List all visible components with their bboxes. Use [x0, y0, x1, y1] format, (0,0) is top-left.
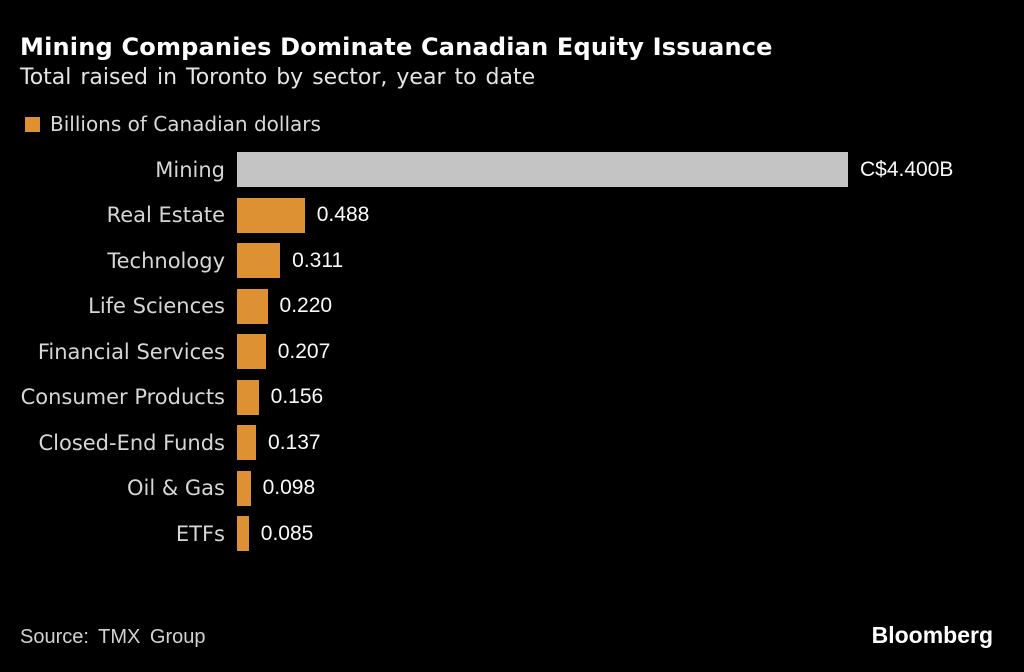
bar-row-financial-services: Financial Services 0.207 — [0, 329, 1024, 375]
value-label: 0.207 — [277, 339, 331, 363]
category-label: Life Sciences — [88, 294, 225, 319]
bar-real-estate — [237, 197, 305, 233]
category-label: Closed-End Funds — [38, 430, 225, 455]
value-label: 0.085 — [260, 521, 314, 545]
bar-financial-services — [237, 334, 266, 370]
bar-closed-end-funds — [237, 425, 257, 461]
category-label: Consumer Products — [20, 385, 225, 410]
bar-chart: Mining C$4.400B Real Estate 0.488 Technology… — [0, 147, 1024, 557]
bar-etfs — [237, 516, 249, 552]
legend-swatch-icon — [25, 116, 40, 132]
bar-life-sciences — [237, 288, 268, 324]
source-note: Source: TMX Group — [20, 626, 206, 648]
category-label: Financial Services — [37, 339, 225, 364]
value-label: 0.488 — [316, 203, 370, 227]
bar-row-technology: Technology 0.311 — [0, 238, 1024, 284]
legend: Billions of Canadian dollars — [25, 112, 321, 136]
chart-title: Mining Companies Dominate Canadian Equit… — [20, 33, 773, 61]
bar-consumer-products — [237, 379, 259, 415]
bar-mining — [237, 152, 848, 188]
bar-oil-gas — [237, 470, 251, 506]
chart-subtitle: Total raised in Toronto by sector, year … — [20, 65, 536, 90]
category-label: Mining — [155, 157, 225, 182]
bar-row-closed-end-funds: Closed-End Funds 0.137 — [0, 420, 1024, 466]
bar-technology — [237, 243, 281, 279]
category-label: Real Estate — [106, 203, 225, 228]
category-label: Technology — [107, 248, 225, 273]
value-label: 0.098 — [262, 476, 316, 500]
bloomberg-logo: Bloomberg — [871, 622, 993, 648]
bar-row-real-estate: Real Estate 0.488 — [0, 193, 1024, 239]
value-label: C$4.400B — [860, 157, 954, 181]
legend-label: Billions of Canadian dollars — [50, 112, 321, 136]
bar-row-mining: Mining C$4.400B — [0, 147, 1024, 193]
bar-row-oil-gas: Oil & Gas 0.098 — [0, 466, 1024, 512]
category-label: ETFs — [175, 521, 225, 546]
value-label: 0.156 — [270, 385, 324, 409]
category-label: Oil & Gas — [126, 476, 225, 501]
bar-row-etfs: ETFs 0.085 — [0, 511, 1024, 557]
value-label: 0.311 — [292, 248, 344, 272]
bar-row-consumer-products: Consumer Products 0.156 — [0, 375, 1024, 421]
value-label: 0.137 — [268, 430, 321, 454]
value-label: 0.220 — [279, 294, 333, 318]
bar-row-life-sciences: Life Sciences 0.220 — [0, 284, 1024, 330]
